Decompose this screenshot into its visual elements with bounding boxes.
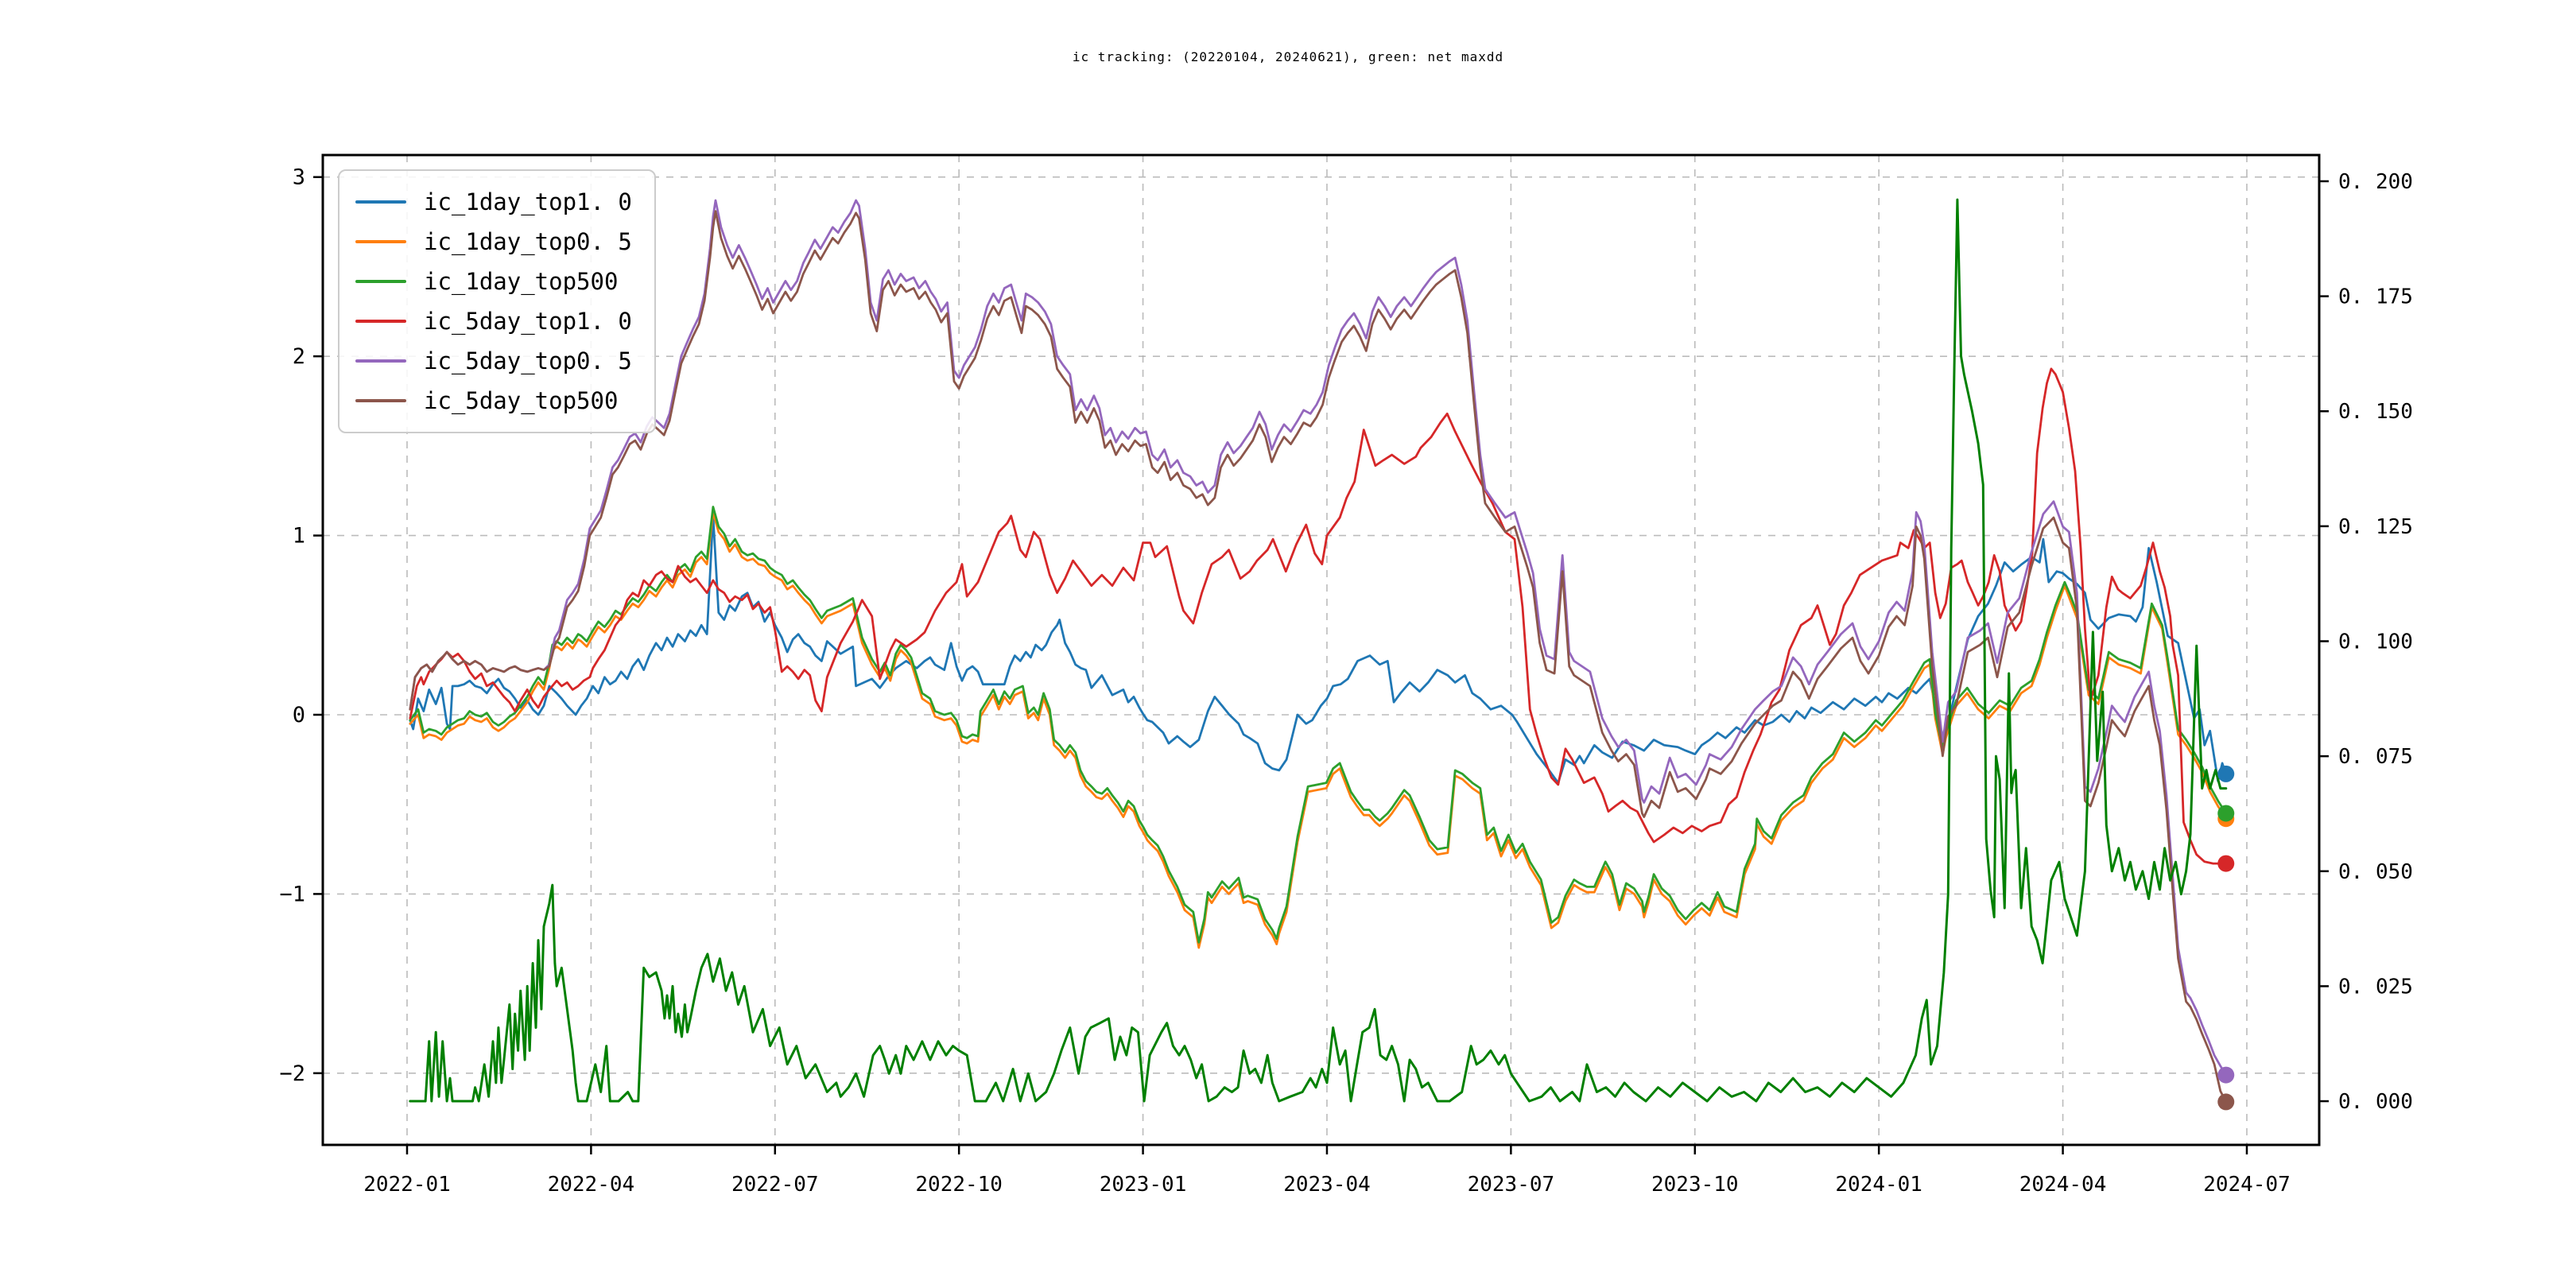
series-line-ic_5day_top1.0 <box>409 367 2228 865</box>
right-tick-label-0.175: 0. 175 <box>2338 285 2413 309</box>
series-line-net_maxdd <box>409 198 2228 1103</box>
left-tick-label-0: 0 <box>293 703 305 727</box>
right-tick-label-0.100: 0. 100 <box>2338 630 2413 654</box>
plot-spines <box>321 153 2321 1146</box>
end-dot-ic_5day_top500 <box>2217 1093 2235 1111</box>
legend-label: ic_5day_top0. 5 <box>424 347 632 374</box>
legend-item-ic_5day_top0.5[interactable]: ic_5day_top0. 5 <box>355 341 638 381</box>
x-tick-label-2024-07: 2024-07 <box>2203 1173 2291 1197</box>
legend-item-ic_1day_top1.0[interactable]: ic_1day_top1. 0 <box>355 182 638 222</box>
x-tick-label-2023-10: 2023-10 <box>1651 1173 1739 1197</box>
end-dot-ic_5day_top1.0 <box>2217 855 2235 872</box>
chart-title: ic tracking: (20220104, 20240621), green… <box>1072 49 1504 64</box>
right-tick-label-0.150: 0. 150 <box>2338 400 2413 424</box>
legend-line-swatch <box>355 240 406 243</box>
end-dot-ic_1day_top500 <box>2217 805 2235 822</box>
legend-line-swatch <box>355 200 406 204</box>
series-line-ic_1day_top0.5 <box>409 510 2228 949</box>
x-tick-label-2024-04: 2024-04 <box>2019 1173 2107 1197</box>
legend-line-swatch <box>355 280 406 283</box>
right-tick-label-0.200: 0. 200 <box>2338 170 2413 194</box>
x-tick-label-2023-01: 2023-01 <box>1100 1173 1187 1197</box>
legend-line-swatch <box>355 359 406 363</box>
plot-border <box>321 153 2321 1146</box>
left-tick-label-−2: −2 <box>279 1061 305 1086</box>
right-tick-label-0.075: 0. 075 <box>2338 745 2413 769</box>
legend-label: ic_1day_top500 <box>424 268 619 295</box>
legend-label: ic_1day_top0. 5 <box>424 228 632 255</box>
series-line-ic_5day_top500 <box>409 210 2228 1104</box>
left-tick-label-2: 2 <box>293 344 305 369</box>
left-tick-label-−1: −1 <box>279 882 305 906</box>
end-dot-ic_5day_top0.5 <box>2217 1066 2235 1084</box>
x-tick-label-2023-04: 2023-04 <box>1283 1173 1371 1197</box>
right-tick-label-0.050: 0. 050 <box>2338 860 2413 884</box>
legend-item-ic_5day_top500[interactable]: ic_5day_top500 <box>355 381 638 421</box>
right-tick-label-0.025: 0. 025 <box>2338 975 2413 999</box>
x-tick-label-2023-07: 2023-07 <box>1468 1173 1555 1197</box>
legend-item-ic_1day_top0.5[interactable]: ic_1day_top0. 5 <box>355 222 638 262</box>
left-tick-label-1: 1 <box>293 524 305 549</box>
left-tick-label-3: 3 <box>293 165 305 190</box>
legend-label: ic_1day_top1. 0 <box>424 188 632 215</box>
legend-item-ic_1day_top500[interactable]: ic_1day_top500 <box>355 262 638 301</box>
right-tick-label-0.125: 0. 125 <box>2338 515 2413 539</box>
x-tick-label-2022-07: 2022-07 <box>731 1173 819 1197</box>
series-line-ic_5day_top0.5 <box>409 199 2228 1077</box>
series-line-ic_1day_top500 <box>409 506 2228 944</box>
legend-line-swatch <box>355 399 406 402</box>
series-lines <box>409 198 2235 1111</box>
end-dot-ic_1day_top1.0 <box>2217 765 2235 782</box>
legend-item-ic_5day_top1.0[interactable]: ic_5day_top1. 0 <box>355 301 638 341</box>
legend-label: ic_5day_top1. 0 <box>424 308 632 335</box>
x-tick-label-2024-01: 2024-01 <box>1835 1173 1922 1197</box>
axis-ticks: 3 2 1 0 −1 −2 0. 200 0. 175 0. 150 0. 125 0. 100 0.… <box>279 165 2412 1197</box>
legend-line-swatch <box>355 320 406 323</box>
x-tick-label-2022-04: 2022-04 <box>548 1173 635 1197</box>
right-tick-label-0.000: 0. 000 <box>2338 1090 2413 1114</box>
x-tick-label-2022-10: 2022-10 <box>915 1173 1003 1197</box>
x-tick-label-2022-01: 2022-01 <box>363 1173 451 1197</box>
legend-label: ic_5day_top500 <box>424 387 619 414</box>
legend-box[interactable]: ic_1day_top1. 0 ic_1day_top0. 5 ic_1day_… <box>338 169 656 433</box>
series-line-ic_1day_top1.0 <box>409 514 2228 784</box>
